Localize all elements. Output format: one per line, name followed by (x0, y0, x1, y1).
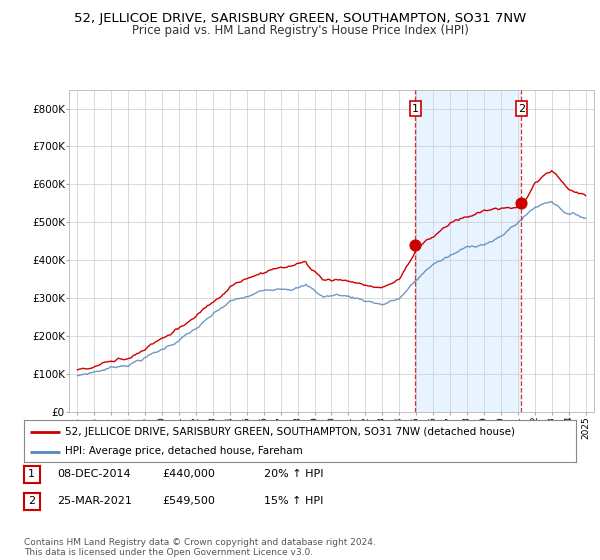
Text: HPI: Average price, detached house, Fareham: HPI: Average price, detached house, Fare… (65, 446, 303, 456)
Bar (415, 90, 521, 412)
Text: £440,000: £440,000 (162, 469, 215, 479)
Text: 2: 2 (28, 496, 35, 506)
Text: 25-MAR-2021: 25-MAR-2021 (57, 496, 132, 506)
Point (410, 240, 420, 249)
Text: £549,500: £549,500 (162, 496, 215, 506)
Text: 1: 1 (28, 469, 35, 479)
Text: 20% ↑ HPI: 20% ↑ HPI (264, 469, 323, 479)
Text: 1: 1 (412, 104, 419, 114)
Text: 52, JELLICOE DRIVE, SARISBURY GREEN, SOUTHAMPTON, SO31 7NW: 52, JELLICOE DRIVE, SARISBURY GREEN, SOU… (74, 12, 526, 25)
Point (517, 199, 526, 208)
Text: Contains HM Land Registry data © Crown copyright and database right 2024.
This d: Contains HM Land Registry data © Crown c… (24, 538, 376, 557)
Text: 08-DEC-2014: 08-DEC-2014 (57, 469, 131, 479)
Text: Price paid vs. HM Land Registry's House Price Index (HPI): Price paid vs. HM Land Registry's House … (131, 24, 469, 36)
Text: 15% ↑ HPI: 15% ↑ HPI (264, 496, 323, 506)
Text: 2: 2 (518, 104, 525, 114)
Text: 52, JELLICOE DRIVE, SARISBURY GREEN, SOUTHAMPTON, SO31 7NW (detached house): 52, JELLICOE DRIVE, SARISBURY GREEN, SOU… (65, 427, 515, 437)
